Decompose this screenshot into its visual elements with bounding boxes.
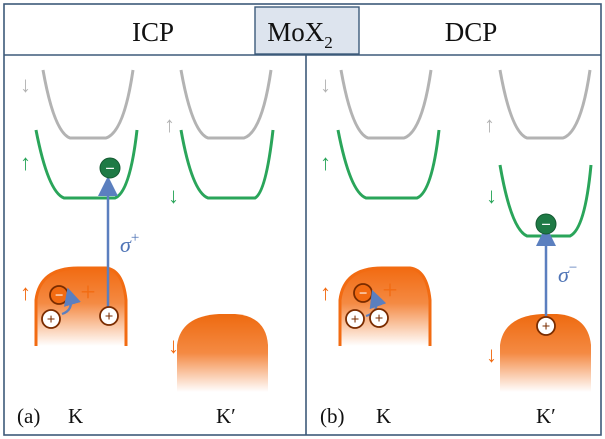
spin-down-icon: ↓: [168, 333, 179, 358]
spin-up-icon: ↑: [164, 112, 175, 137]
sigma-minus-label: σ−: [558, 260, 577, 287]
electron-sign: −: [541, 215, 551, 234]
valence-band-kprime: [500, 314, 591, 392]
conduction-band-lower-k: [336, 129, 441, 200]
panel-b-label: (b): [320, 404, 345, 428]
header-icp: ICP: [132, 17, 174, 47]
plus-sign: +: [80, 277, 95, 307]
conduction-band-upper-kprime: [179, 69, 273, 140]
spin-down-icon: ↓: [20, 72, 31, 97]
conduction-band-upper-k: [41, 69, 135, 140]
conduction-band-upper-k: [339, 69, 433, 140]
electron-sign: −: [105, 159, 115, 178]
outer-frame: [3, 3, 602, 436]
panel-a-label: (a): [17, 404, 40, 428]
spin-down-icon: ↓: [320, 72, 331, 97]
valence-band-k: [338, 266, 432, 346]
relaxation-arrow: [61, 287, 81, 316]
hole-left: [41, 309, 61, 329]
valley-kprime-label: K′: [536, 404, 556, 428]
spin-down-icon: ↓: [486, 183, 497, 208]
spin-down-icon: ↓: [486, 342, 497, 367]
valence-band-k: [34, 266, 128, 346]
spin-down-icon: ↓: [168, 183, 179, 208]
valley-k-label: K: [376, 404, 391, 428]
hole-left: [345, 309, 365, 329]
hole-left-sign: +: [351, 312, 360, 328]
panel-a: ↓ ↑ ↑ ↑ ↓ ↓ σ+ − − + + + (a) K K′: [17, 69, 275, 428]
header-mox2: MoX2: [267, 17, 333, 52]
exciton-electron-sign: −: [55, 288, 64, 304]
hole-right: [369, 308, 389, 328]
hole-kprime: [536, 316, 556, 336]
hole-kprime-sign: +: [542, 319, 551, 335]
spin-up-icon: ↑: [320, 280, 331, 305]
spin-up-icon: ↑: [20, 150, 31, 175]
electron: [535, 213, 557, 235]
hole-right-sign: +: [375, 311, 384, 327]
valley-k-label: K: [68, 404, 83, 428]
plus-sign: +: [382, 275, 397, 305]
header-center-box: [254, 6, 360, 55]
conduction-band-lower-k: [34, 129, 139, 200]
valley-kprime-label: K′: [216, 404, 236, 428]
conduction-band-upper-kprime: [498, 69, 592, 140]
electron: [99, 157, 121, 179]
spin-up-icon: ↑: [20, 280, 31, 305]
header-dcp: DCP: [445, 17, 498, 47]
exciton-electron-sign: −: [359, 286, 368, 302]
hole-right-sign: +: [105, 309, 114, 325]
panel-b: ↓ ↑ ↑ ↑ ↓ ↓ σ− − + − + + + (b) K K′: [320, 69, 593, 428]
spin-up-icon: ↑: [320, 150, 331, 175]
hole-right: [99, 306, 119, 326]
spin-up-icon: ↑: [484, 112, 495, 137]
hole-left-sign: +: [47, 312, 56, 328]
sigma-plus-label: σ+: [120, 230, 139, 257]
valence-band-kprime: [177, 314, 268, 392]
conduction-band-lower-kprime: [179, 129, 275, 200]
